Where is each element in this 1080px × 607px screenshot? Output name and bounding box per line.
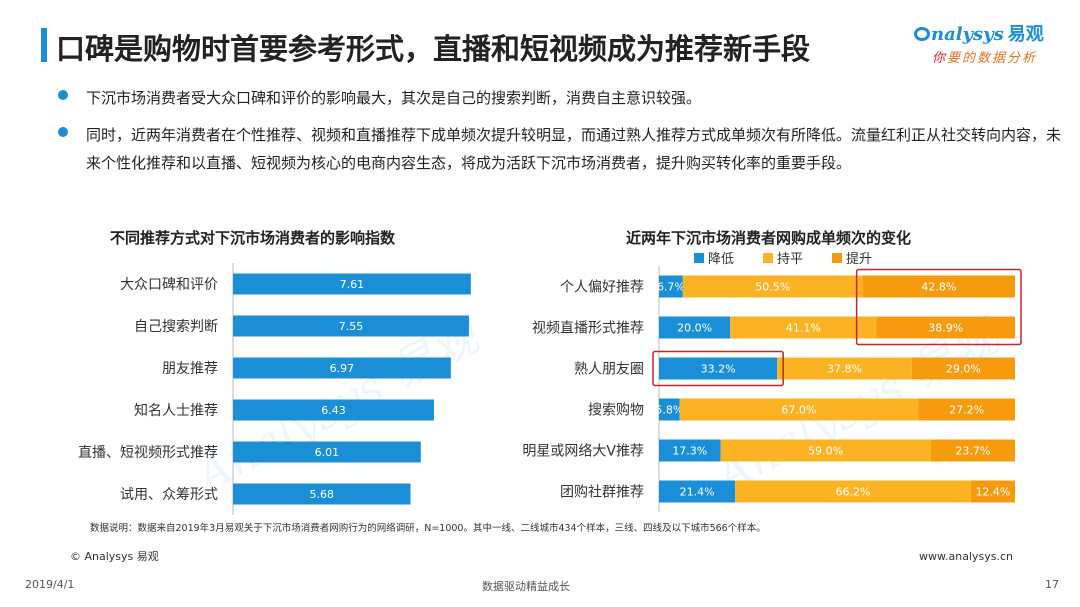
legend-label: 降低 — [708, 252, 734, 267]
left-chart-value-label: 6.97 — [330, 362, 355, 375]
right-chart-bar-segment — [918, 398, 1015, 421]
right-chart-value-label: 23.7% — [955, 445, 990, 458]
right-chart-value-label: 50.5% — [755, 281, 790, 294]
left-chart-bar — [233, 441, 421, 463]
analysys-logo: nalysys 易观 你要的数据分析 — [906, 20, 1066, 70]
legend-label: 持平 — [777, 252, 803, 267]
website-link[interactable]: www.analysys.cn — [919, 550, 1013, 563]
highlight-box — [855, 268, 1022, 346]
left-chart-bar — [233, 357, 451, 379]
right-chart-value-label: 66.2% — [836, 486, 871, 499]
right-chart-value-label: 27.2% — [949, 404, 984, 417]
logo-tagline: 你要的数据分析 — [932, 51, 1038, 66]
right-chart-category-label: 视频直播形式推荐 — [532, 320, 644, 337]
right-chart-value-label: 5.8% — [655, 404, 683, 417]
logo-brand: nalysys 易观 — [914, 20, 1044, 46]
right-chart-bar-segment — [777, 357, 912, 380]
legend-swatch — [832, 253, 842, 263]
right-chart-value-label: 29.0% — [946, 363, 981, 376]
right-chart-value-label: 37.8% — [827, 363, 862, 376]
highlight-box — [652, 350, 784, 387]
legend-swatch — [763, 253, 773, 263]
left-chart-value-label: 6.43 — [321, 404, 346, 417]
right-chart-bar-segment — [970, 480, 1015, 503]
right-chart-value-label: 38.9% — [928, 322, 963, 335]
right-chart-value-label: 33.2% — [701, 363, 736, 376]
title-accent-bar — [41, 28, 47, 62]
left-chart-title: 不同推荐方式对下沉市场消费者的影响指数 — [110, 229, 396, 247]
left-chart-bar — [233, 315, 469, 337]
right-chart-value-label: 21.4% — [680, 486, 715, 499]
right-chart-bar-segment — [659, 316, 731, 339]
bullet-dot-icon — [58, 90, 68, 100]
right-chart-category-label: 熟人朋友圈 — [574, 362, 644, 378]
right-chart-bar-segment — [659, 480, 736, 503]
right-chart-category-label: 个人偏好推荐 — [560, 280, 644, 296]
logo-o-icon — [914, 27, 930, 41]
left-chart-category-label: 自己搜索判断 — [134, 318, 218, 335]
right-chart-bar-segment — [930, 439, 1015, 462]
right-chart-category-label: 团购社群推荐 — [560, 485, 644, 501]
left-chart-bar — [233, 273, 471, 295]
right-chart-bar-segment — [659, 439, 721, 462]
left-chart-category-label: 朋友推荐 — [162, 361, 218, 377]
right-chart-category-label: 明星或网络大V推荐 — [522, 444, 644, 460]
left-chart-value-label: 7.61 — [340, 278, 365, 291]
legend-label: 提升 — [846, 251, 872, 267]
right-chart-bar-segment — [659, 357, 778, 380]
bullet-dot-icon — [58, 127, 68, 137]
page-title: 口碑是购物时首要参考形式，直播和短视频成为推荐新手段 — [56, 32, 811, 66]
right-chart-value-label: 59.0% — [808, 445, 843, 458]
left-chart-category-label: 知名人士推荐 — [134, 402, 218, 419]
left-chart-value-label: 6.01 — [315, 446, 340, 459]
footer-date: 2019/4/1 — [25, 578, 75, 591]
right-chart-title: 近两年下沉市场消费者网购成单频次的变化 — [626, 229, 912, 247]
right-chart-value-label: 67.0% — [781, 404, 816, 417]
right-chart-value-label: 17.3% — [672, 445, 707, 458]
left-chart-bar — [233, 399, 434, 421]
left-chart-category-label: 试用、众筹形式 — [120, 486, 218, 503]
right-chart-value-label: 12.4% — [975, 486, 1010, 499]
right-chart-bar-segment — [682, 275, 863, 298]
left-chart-bar — [233, 483, 411, 505]
left-chart-value-label: 5.68 — [310, 488, 335, 501]
right-chart-value-label: 41.1% — [786, 322, 821, 335]
right-chart-bar-segment — [679, 398, 919, 421]
right-chart-bar-segment — [735, 480, 971, 503]
right-chart-value-label: 20.0% — [677, 322, 712, 335]
left-chart-category-label: 直播、短视频形式推荐 — [78, 444, 218, 461]
copyright: © Analysys 易观 — [70, 550, 159, 563]
right-chart-bar-segment — [730, 316, 877, 339]
left-chart-value-label: 7.55 — [339, 320, 364, 333]
right-chart-value-label: 6.7% — [657, 281, 685, 294]
right-chart-value-label: 42.8% — [921, 281, 956, 294]
footer-slogan: 数据驱动精益成长 — [482, 580, 570, 593]
right-chart-bar-segment — [659, 275, 683, 298]
right-chart-bar-segment — [876, 316, 1015, 339]
left-chart-category-label: 大众口碑和评价 — [120, 277, 218, 293]
right-chart-bar-segment — [862, 275, 1015, 298]
right-chart-category-label: 搜索购物 — [588, 402, 644, 419]
right-chart-bar-segment — [911, 357, 1015, 380]
data-note: 数据说明：数据来自2019年3月易观关于下沉市场消费者网购行为的网络调研，N=1… — [90, 523, 766, 534]
right-chart-bar-segment — [720, 439, 931, 462]
page-number: 17 — [1045, 578, 1059, 591]
legend-swatch — [694, 253, 704, 263]
right-chart-bar-segment — [659, 398, 680, 421]
